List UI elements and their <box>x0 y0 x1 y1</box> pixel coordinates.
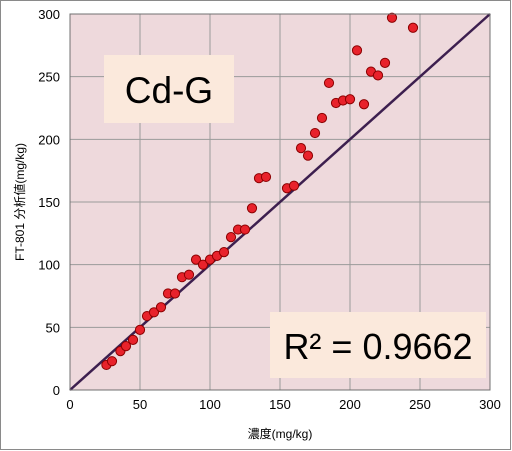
data-point <box>246 203 258 214</box>
y-tick-label: 50 <box>46 320 60 335</box>
data-point <box>106 356 118 367</box>
chart-title-background <box>104 55 234 123</box>
data-points <box>101 12 419 371</box>
data-point <box>379 57 391 68</box>
x-tick-label: 300 <box>479 397 501 412</box>
data-point <box>316 112 328 124</box>
r-squared-background <box>270 312 486 378</box>
data-point <box>351 45 363 56</box>
x-tick-label: 50 <box>133 397 147 412</box>
data-point <box>225 231 237 243</box>
x-tick-label: 0 <box>66 397 73 412</box>
data-point <box>295 143 307 154</box>
x-tick-label: 250 <box>409 397 431 412</box>
y-tick-label: 0 <box>53 383 60 398</box>
x-tick-label: 200 <box>339 397 361 412</box>
data-point <box>323 77 335 89</box>
data-point <box>148 307 160 318</box>
y-tick-label: 100 <box>38 258 60 273</box>
x-tick-label: 150 <box>269 397 291 412</box>
data-point <box>309 127 321 139</box>
data-point <box>190 254 202 265</box>
chart-title-box: Cd-G <box>104 55 234 123</box>
y-tick-label: 200 <box>38 132 60 147</box>
x-axis-title: 濃度(mg/kg) <box>248 426 313 441</box>
chart-title: Cd-G <box>125 70 213 111</box>
r-squared-box: R² = 0.9662 <box>270 312 486 378</box>
data-point <box>358 99 370 110</box>
plot-border <box>69 13 491 391</box>
data-point <box>169 288 181 299</box>
data-point <box>218 247 230 258</box>
x-tick-label: 100 <box>199 397 221 412</box>
data-point <box>386 12 398 23</box>
data-point <box>120 341 132 352</box>
data-point <box>197 259 209 270</box>
r-squared-label: R² = 0.9662 <box>283 326 472 367</box>
data-point <box>344 94 356 105</box>
data-point <box>134 324 146 335</box>
data-point <box>155 302 167 313</box>
y-tick-label: 150 <box>38 195 60 210</box>
data-point <box>239 224 251 235</box>
data-point <box>127 334 139 345</box>
y-axis-title: FT-801 分析値(mg/kg) <box>12 143 27 261</box>
data-point <box>372 70 384 81</box>
data-point <box>183 269 195 280</box>
data-point <box>260 171 272 183</box>
y-tick-label: 300 <box>38 7 60 22</box>
data-point <box>302 150 314 161</box>
data-point <box>288 180 300 191</box>
x-axis-ticks: 0 50 100 150 200 250 300 <box>66 397 500 412</box>
data-point <box>407 22 419 33</box>
y-axis-ticks: 0 50 100 150 200 250 300 <box>38 7 60 398</box>
y-tick-label: 250 <box>38 70 60 85</box>
